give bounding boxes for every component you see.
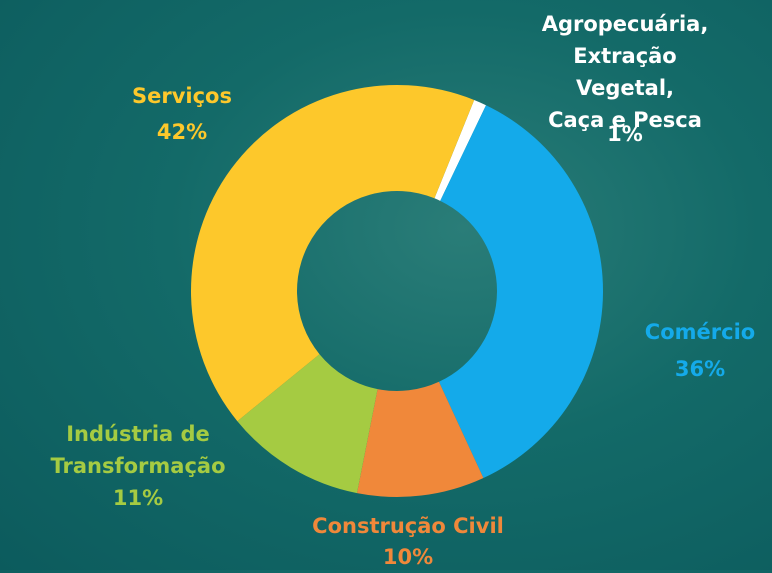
- donut-slice: [356, 381, 484, 497]
- slice-name: Serviços: [132, 84, 232, 108]
- slice-value: 36%: [674, 357, 726, 381]
- donut-slice: [191, 85, 475, 422]
- slice-name: Indústria de Transformação: [50, 422, 226, 478]
- slice-name: Comércio: [644, 320, 756, 344]
- donut-slice: [434, 100, 487, 201]
- slice-name: Construção Civil: [312, 514, 504, 538]
- slice-value: 42%: [156, 120, 208, 144]
- slice-value: 1%: [607, 122, 643, 146]
- donut-slice: [438, 105, 604, 479]
- slice-name: Agropecuária, Extração Vegetal, Caça e P…: [541, 12, 709, 132]
- slice-value: 10%: [382, 545, 434, 569]
- donut-slice: [237, 354, 378, 494]
- slice-value: 11%: [112, 486, 164, 510]
